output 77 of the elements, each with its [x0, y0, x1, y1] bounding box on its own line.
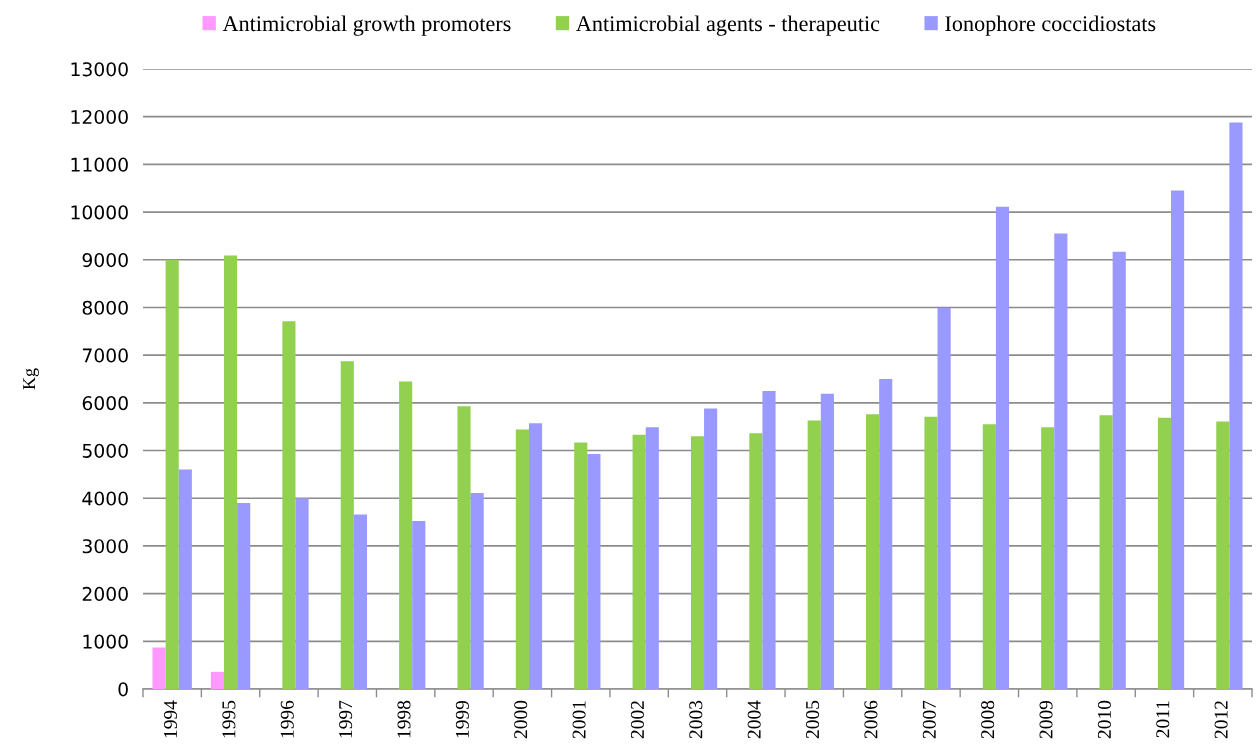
x-tick-label: 1997	[339, 700, 353, 738]
x-tick-label: 2003	[689, 700, 703, 739]
x-tick-label: 2000	[514, 700, 528, 739]
bar	[1099, 415, 1113, 689]
bar	[632, 434, 646, 689]
bar	[457, 406, 471, 689]
bar	[353, 514, 367, 689]
bar	[866, 414, 880, 689]
x-tick-label: 1999	[455, 700, 469, 738]
x-tick-label: 2006	[864, 700, 878, 739]
y-tick-label: 9000	[82, 252, 128, 268]
bar	[574, 442, 588, 689]
bar	[178, 469, 192, 689]
bar	[340, 361, 354, 689]
y-tick-label: 13000	[71, 62, 128, 77]
y-tick-label: 7000	[82, 348, 128, 363]
bar	[587, 453, 601, 689]
y-tick-label: 0	[118, 682, 128, 697]
legend-label: Antimicrobial growth promoters	[222, 15, 511, 36]
bar	[645, 427, 659, 689]
x-tick-label: 2005	[805, 700, 820, 739]
y-tick-label: 5000	[82, 443, 128, 458]
bar	[515, 429, 529, 689]
bar	[237, 503, 251, 689]
x-tick-label: 2012	[1214, 701, 1228, 739]
bar	[1229, 122, 1243, 689]
bar	[295, 498, 309, 689]
x-tick-label: 2009	[1039, 700, 1053, 739]
x-tick-label: 2011	[1156, 701, 1170, 738]
bar	[210, 671, 224, 689]
y-tick-label: 3000	[82, 539, 128, 554]
bar	[1171, 190, 1185, 689]
bar	[704, 408, 718, 689]
bar	[528, 423, 543, 689]
x-tick-label: 2002	[630, 701, 644, 739]
bar	[1041, 427, 1055, 689]
bar	[820, 393, 834, 689]
y-axis-title: Kg	[23, 368, 39, 390]
bar	[1054, 233, 1068, 689]
bar	[1157, 417, 1172, 689]
bar	[982, 424, 996, 689]
x-tick-label: 2008	[981, 700, 995, 739]
bar	[762, 390, 776, 689]
x-tick-label: 1995	[222, 700, 236, 738]
y-tick-label: 4000	[82, 491, 128, 506]
y-tick-label: 1000	[83, 634, 128, 649]
x-tick-label: 2001	[572, 701, 586, 739]
y-tick-label: 12000	[71, 109, 128, 125]
x-tick-label: 1998	[397, 700, 411, 738]
legend-label: Ionophore coccidiostats	[945, 15, 1156, 36]
y-tick-label: 10000	[71, 205, 128, 220]
bar	[879, 379, 893, 689]
bar	[1112, 251, 1126, 689]
y-tick-label: 2000	[82, 586, 128, 602]
x-tick-label: 2004	[747, 700, 761, 739]
x-tick-label: 2007	[922, 700, 936, 739]
bar	[924, 416, 938, 689]
legend-label: Antimicrobial agents - therapeutic	[576, 15, 880, 36]
bar	[165, 259, 179, 689]
bar	[412, 521, 426, 689]
x-tick-label: 1996	[280, 700, 294, 738]
bar	[690, 436, 705, 689]
bar	[1216, 421, 1230, 689]
bar	[749, 433, 763, 689]
x-tick-label: 2010	[1097, 700, 1111, 739]
y-tick-label: 6000	[82, 396, 128, 411]
y-tick-label: 8000	[82, 300, 128, 315]
bar	[807, 420, 821, 689]
bar	[223, 255, 238, 689]
x-tick-label: 1994	[163, 700, 178, 738]
bar	[152, 647, 166, 689]
bar	[470, 492, 484, 689]
bar	[399, 381, 413, 689]
y-tick-label: 11000	[71, 157, 128, 172]
bar	[995, 206, 1010, 689]
bar	[282, 321, 296, 689]
bar	[937, 307, 951, 689]
